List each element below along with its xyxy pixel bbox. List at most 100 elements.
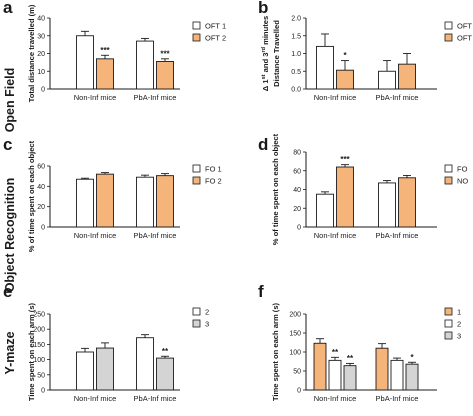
panel-a: a Total distance travelled (m) 0 10 20 30 40 **…: [3, 0, 226, 102]
panel-b: bΔ 1st and 3rd minutes Distance Travelled…: [258, 0, 473, 102]
x-category-label: Non-Inf mice: [314, 231, 357, 240]
panel-letter-d: d: [258, 135, 268, 154]
x-category-label: Non-Inf mice: [74, 231, 117, 240]
y-tick-label: 0: [297, 388, 301, 395]
bar: [136, 337, 154, 391]
legend-label: 3: [457, 332, 461, 341]
legend-label: FO 1: [205, 165, 222, 174]
y-tick-label: 20: [37, 204, 45, 211]
bar: [76, 351, 94, 391]
y-tick-label: 0: [41, 225, 45, 232]
bar: [336, 166, 354, 228]
bar: [328, 359, 342, 391]
y-tick-label: 40: [293, 187, 301, 194]
significance-marker: ***: [340, 155, 350, 164]
bar: [136, 40, 154, 90]
significance-marker: **: [347, 354, 354, 363]
x-category-label: Non-Inf mice: [74, 394, 117, 403]
panel-e: e Time spent on each arm (s) 0 50 100 150 200 2…: [3, 282, 209, 403]
legend-label: OFT 1: [205, 22, 226, 31]
bar: [76, 178, 94, 228]
bar: [378, 70, 396, 90]
legend-label: OFT 2: [457, 34, 473, 43]
y-tick-label: 100: [33, 357, 45, 364]
legend-label: FO 2: [205, 177, 222, 186]
x-category-label: PbA-Inf mice: [376, 394, 419, 403]
y-tick-label: 40: [37, 184, 45, 191]
x-category-label: PbA-Inf mice: [134, 231, 177, 240]
panel-c: c % of time spent on each object 0 20 40 60 No…: [3, 135, 222, 252]
y-tick-label: 250: [33, 312, 45, 319]
panels: a Total distance travelled (m) 010203040**…: [3, 0, 473, 403]
x-category-label: PbA-Inf mice: [134, 394, 177, 403]
legend-swatch: [444, 176, 453, 185]
bar: [76, 35, 94, 90]
y-tick-label: 1.0: [291, 51, 301, 58]
bar: [96, 347, 114, 391]
legend-label: 2: [205, 308, 209, 317]
legend-swatch: [444, 307, 453, 316]
significance-marker: ***: [100, 46, 110, 55]
y-tick-label: 150: [289, 331, 301, 338]
significance-marker: *: [343, 51, 347, 60]
bar: [398, 177, 416, 228]
y-tick-label: 10: [37, 69, 45, 76]
row-label-open-field: Open Field: [3, 68, 17, 133]
y-tick-label: 0.0: [291, 87, 301, 94]
y-axis-label-part: st: [261, 74, 267, 79]
panel-letter-b: b: [258, 0, 268, 17]
y-tick-label: 2.0: [291, 16, 301, 23]
y-tick-label: 60: [37, 164, 45, 171]
legend-label: 2: [457, 320, 461, 329]
significance-marker: ***: [160, 49, 170, 58]
y-axis-label: % of time spent on each object: [271, 133, 280, 245]
y-axis-label: Δ 1st and 3rd minutes: [261, 16, 270, 91]
legend-label: NO: [457, 177, 468, 186]
y-axis-label-part: minutes: [261, 16, 270, 47]
row-label-object-recognition: Object Recognition: [3, 178, 17, 293]
legend-label: 3: [205, 320, 209, 329]
y-axis-label-line2: Distance Travelled: [272, 20, 281, 87]
y-tick-label: 60: [293, 168, 301, 175]
bar: [316, 45, 334, 90]
x-category-label: Non-Inf mice: [74, 93, 117, 102]
legend-swatch: [192, 164, 201, 173]
y-tick-label: 200: [33, 327, 45, 334]
legend-swatch: [192, 21, 201, 30]
x-category-label: PbA-Inf mice: [134, 93, 177, 102]
y-tick-label: 0: [297, 225, 301, 232]
legend-swatch: [192, 176, 201, 185]
y-tick-label: 150: [33, 342, 45, 349]
legend-swatch: [444, 33, 453, 42]
bar: [336, 69, 354, 90]
y-tick-label: 100: [289, 350, 301, 357]
legend-label: OFT 1: [457, 22, 473, 31]
bar: [156, 357, 174, 391]
legend-swatch: [444, 164, 453, 173]
x-category-label: PbA-Inf mice: [376, 231, 419, 240]
significance-marker: **: [332, 348, 339, 357]
y-axis-label: Time spent on each arm (s): [271, 302, 280, 401]
y-axis-label: % of time spent on each object: [27, 140, 36, 252]
y-axis-label: Total distance travelled (m): [27, 4, 36, 102]
y-axis-label-part: and 3: [261, 53, 270, 75]
significance-marker: **: [162, 347, 169, 356]
bar: [136, 176, 154, 228]
y-tick-label: 20: [293, 206, 301, 213]
bar: [96, 58, 114, 90]
legend-swatch: [192, 319, 201, 328]
bar: [316, 193, 334, 228]
significance-marker: *: [410, 353, 414, 362]
x-category-label: PbA-Inf mice: [376, 93, 419, 102]
panel-d: d% of time spent on each object 0 20 40 60 80…: [258, 133, 468, 245]
x-category-label: Non-Inf mice: [314, 394, 357, 403]
legend-swatch: [192, 33, 201, 42]
panel-f: f Time spent on each arm (s) 0 50 100 150 200 *…: [258, 282, 461, 403]
legend-swatch: [444, 331, 453, 340]
legend-swatch: [192, 307, 201, 316]
bar: [390, 359, 404, 391]
x-category-label: Non-Inf mice: [314, 93, 357, 102]
legend-swatch: [444, 319, 453, 328]
bar: [378, 182, 396, 228]
